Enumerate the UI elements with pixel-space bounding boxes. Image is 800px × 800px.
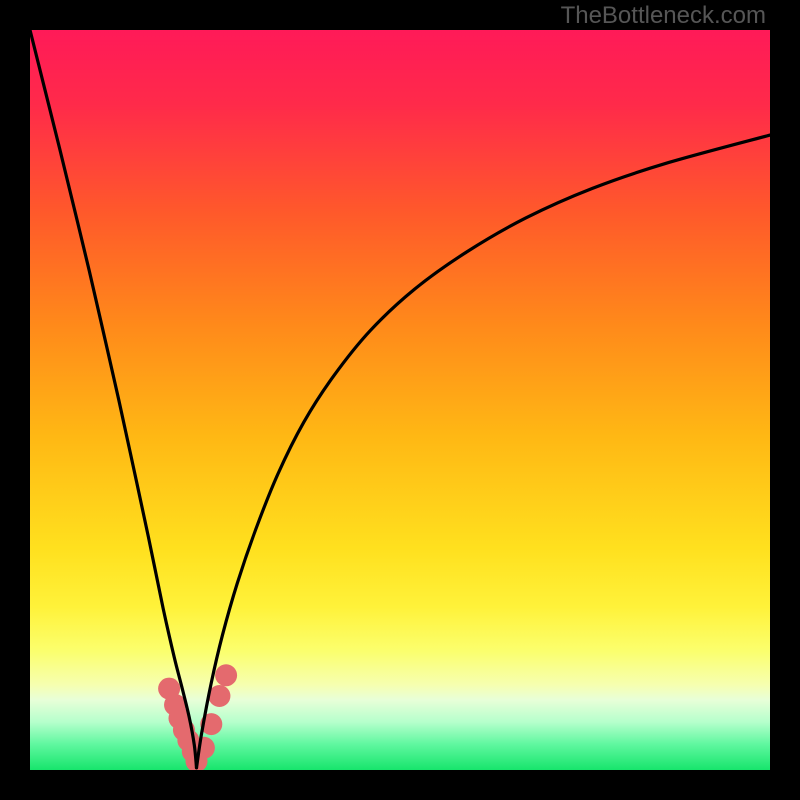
chart-plot <box>0 0 800 800</box>
watermark-text: TheBottleneck.com <box>561 2 766 30</box>
chart-frame: TheBottleneck.com <box>0 0 800 800</box>
curve-marker <box>215 664 237 686</box>
chart-background <box>30 30 770 770</box>
